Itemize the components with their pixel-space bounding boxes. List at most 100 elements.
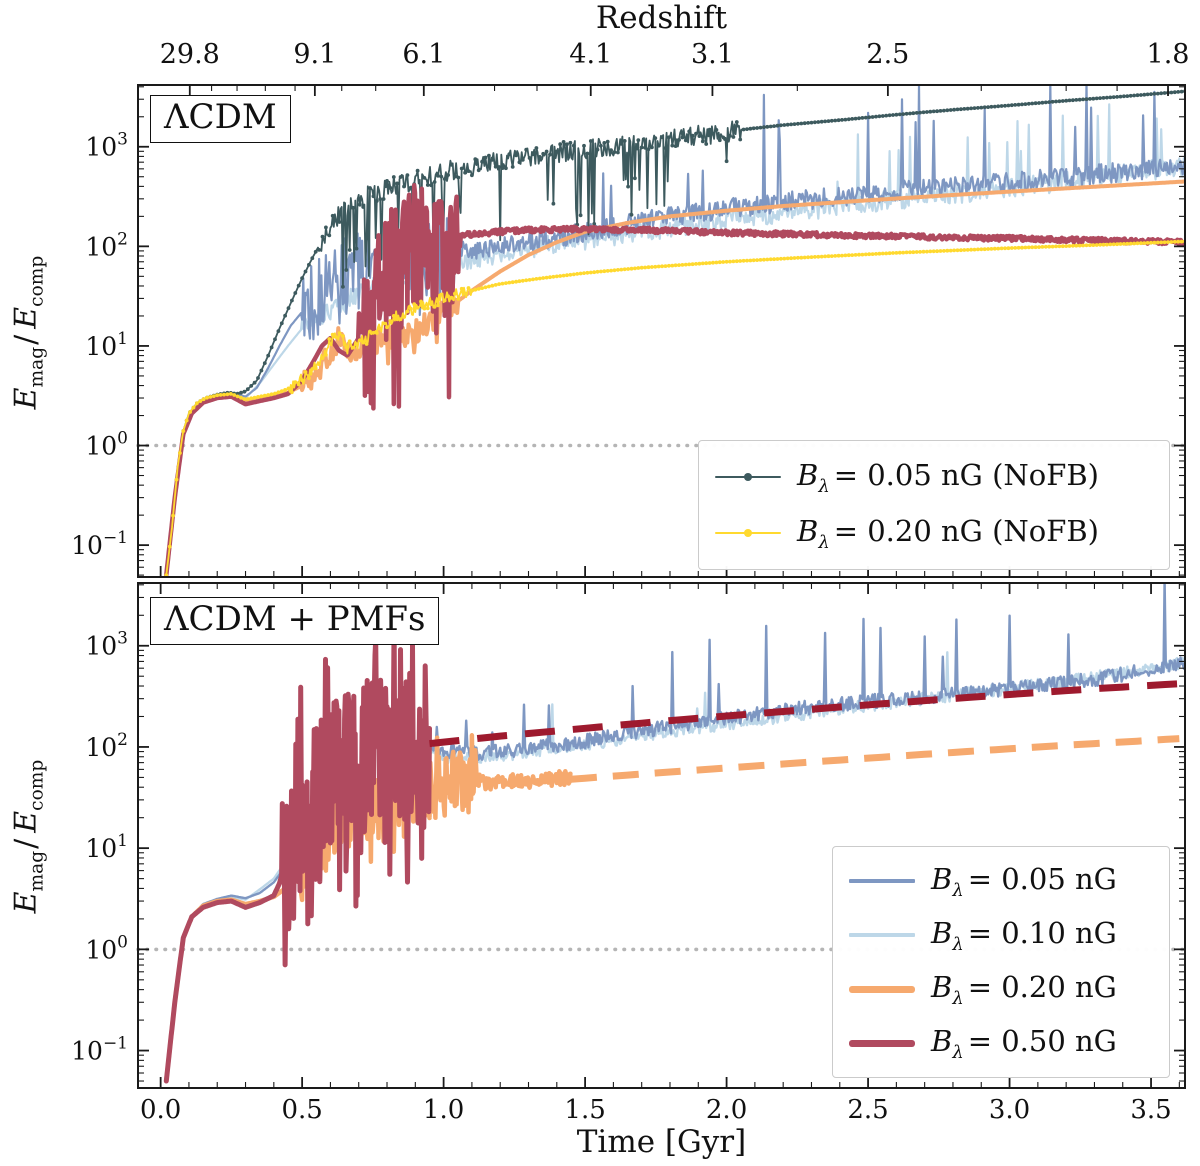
series-marker <box>738 259 743 263</box>
panel-0: 10−1 100 101 102 103 29.8 9.1 6.1 4.1 3.1 2.5 1.8 <box>71 39 1189 578</box>
series-marker <box>296 382 301 387</box>
series-marker <box>1050 99 1055 104</box>
series-marker <box>965 106 970 111</box>
series-marker <box>602 269 607 274</box>
series-marker <box>1118 242 1123 246</box>
series-marker <box>1040 245 1045 249</box>
series-marker <box>446 294 450 299</box>
series-marker <box>992 246 997 251</box>
series-marker <box>537 276 542 281</box>
series-marker <box>711 131 715 136</box>
series-marker <box>1003 246 1007 251</box>
series-marker <box>931 109 936 114</box>
series-marker <box>789 256 793 261</box>
series-marker <box>979 105 984 110</box>
series-marker <box>181 429 186 433</box>
series-marker <box>748 126 753 131</box>
series-marker <box>582 143 586 148</box>
series-marker <box>823 254 827 259</box>
series-marker <box>656 264 661 269</box>
series-marker <box>1026 245 1031 250</box>
series-marker <box>262 393 267 398</box>
series-marker <box>860 116 865 120</box>
series-marker <box>293 380 298 385</box>
series-marker <box>1135 93 1140 98</box>
x-tick-label: 1.0 <box>423 1095 464 1125</box>
series-marker <box>925 110 929 114</box>
series-marker <box>1057 99 1062 104</box>
series-marker <box>667 263 671 268</box>
series-marker <box>687 129 692 134</box>
legend-label: Bλ = 0.20 nG (NoFB) <box>797 513 1099 553</box>
series-marker <box>660 135 664 140</box>
series-marker <box>480 159 484 164</box>
series-marker <box>1009 103 1014 108</box>
series-marker <box>276 390 281 395</box>
series-group <box>164 85 1185 577</box>
series-marker <box>517 160 522 165</box>
series-marker <box>1118 94 1123 99</box>
series-marker <box>935 249 939 254</box>
series-marker <box>395 317 400 322</box>
series-marker <box>578 271 583 276</box>
series-marker <box>792 122 797 126</box>
series-marker <box>959 107 963 112</box>
series-marker <box>565 273 569 278</box>
series-marker <box>870 115 875 119</box>
y-tick-label: 102 <box>85 730 128 762</box>
series-marker <box>235 391 240 396</box>
series-marker <box>863 252 868 257</box>
redshift-tick-label: 6.1 <box>402 39 445 70</box>
series-marker <box>422 306 427 311</box>
series-marker <box>1088 97 1092 101</box>
series-marker <box>351 205 355 210</box>
series-marker <box>551 274 556 279</box>
series-marker <box>877 114 882 119</box>
series-marker <box>1026 101 1031 106</box>
series-marker <box>439 292 444 297</box>
series-marker <box>928 109 933 114</box>
series-marker <box>962 107 967 111</box>
series-marker <box>833 118 838 123</box>
series-marker <box>782 123 787 127</box>
series-marker <box>599 269 603 274</box>
series-marker <box>517 279 522 284</box>
legend-item: Bλ = 0.20 nG (NoFB) <box>699 505 1169 561</box>
series-marker <box>1081 243 1085 248</box>
series-marker <box>252 395 257 400</box>
series-marker <box>544 275 549 280</box>
series-marker <box>1132 241 1136 246</box>
series-marker <box>673 144 678 149</box>
series-marker <box>683 138 688 143</box>
series-marker <box>891 251 895 255</box>
series-marker <box>1060 99 1065 103</box>
legend-line-swatch <box>849 929 915 941</box>
series-marker <box>765 257 770 262</box>
series-marker <box>928 249 933 254</box>
series-marker <box>894 112 899 117</box>
series-marker <box>269 392 274 397</box>
series-marker <box>480 286 484 290</box>
series-marker <box>734 259 739 264</box>
series-marker <box>497 165 501 169</box>
series-marker <box>1043 244 1048 249</box>
series-marker <box>972 106 977 110</box>
series-marker <box>1009 246 1014 250</box>
series-marker <box>914 111 919 115</box>
series-marker <box>341 334 345 338</box>
series-marker <box>561 273 566 278</box>
series-marker <box>1166 240 1170 245</box>
series-marker <box>663 146 668 151</box>
series-marker <box>694 131 698 136</box>
series-marker <box>551 201 556 206</box>
series-marker <box>218 393 223 397</box>
series-marker <box>717 260 722 265</box>
series-marker <box>622 139 627 143</box>
series-marker <box>354 246 359 251</box>
series-marker <box>758 125 763 130</box>
ylabel-sub-comp: comp <box>26 759 48 811</box>
series-marker <box>252 380 257 385</box>
series-marker <box>558 274 563 278</box>
legend-item: Bλ = 0.50 nG <box>833 1016 1169 1070</box>
